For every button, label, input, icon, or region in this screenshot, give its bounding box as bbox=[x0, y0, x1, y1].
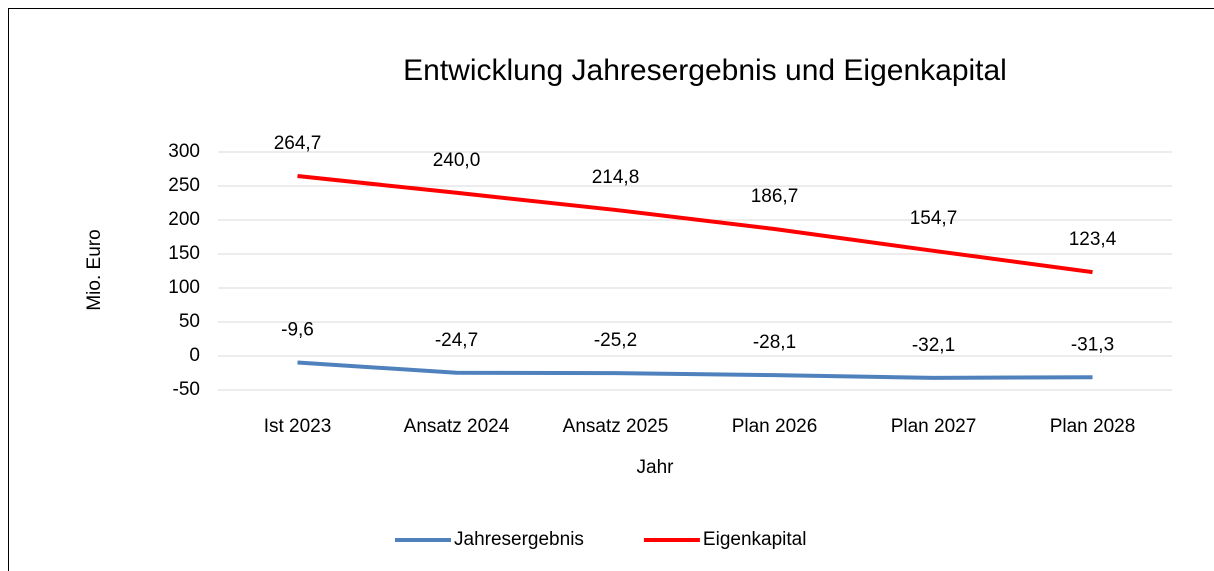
x-tick-label: Ist 2023 bbox=[264, 416, 332, 437]
x-tick-label: Ansatz 2024 bbox=[404, 416, 510, 437]
y-tick-label: 100 bbox=[168, 277, 200, 298]
x-tick-label: Ansatz 2025 bbox=[563, 416, 669, 437]
legend-label: Jahresergebnis bbox=[454, 529, 584, 550]
y-tick-label: 0 bbox=[189, 345, 200, 366]
x-tick-label: Plan 2028 bbox=[1050, 416, 1136, 437]
data-label: 264,7 bbox=[274, 133, 322, 154]
x-tick-label: Plan 2026 bbox=[732, 416, 818, 437]
y-tick-label: 50 bbox=[179, 311, 200, 332]
data-label: -28,1 bbox=[753, 332, 796, 353]
data-label: 214,8 bbox=[592, 167, 640, 188]
data-label: -25,2 bbox=[594, 330, 637, 351]
chart-border bbox=[8, 8, 1214, 571]
y-tick-label: 300 bbox=[168, 141, 200, 162]
legend-label: Eigenkapital bbox=[703, 529, 807, 550]
y-tick-label: 150 bbox=[168, 243, 200, 264]
data-label: 123,4 bbox=[1069, 229, 1117, 250]
x-tick-label: Plan 2027 bbox=[891, 416, 977, 437]
y-tick-label: 200 bbox=[168, 209, 200, 230]
data-label: 240,0 bbox=[433, 150, 481, 171]
data-label: -9,6 bbox=[281, 320, 314, 341]
data-label: -32,1 bbox=[912, 335, 955, 356]
y-tick-label: -50 bbox=[173, 379, 200, 400]
y-tick-label: 250 bbox=[168, 175, 200, 196]
data-label: 154,7 bbox=[910, 208, 958, 229]
series-line bbox=[297, 174, 1093, 275]
data-label: -24,7 bbox=[435, 330, 478, 351]
data-label: 186,7 bbox=[751, 186, 799, 207]
x-axis-label: Jahr bbox=[637, 457, 675, 478]
y-axis-label: Mio. Euro bbox=[84, 229, 105, 310]
series-line bbox=[297, 360, 1093, 380]
chart-title: Entwicklung Jahresergebnis und Eigenkapi… bbox=[403, 54, 1007, 87]
data-label: -31,3 bbox=[1071, 334, 1114, 355]
